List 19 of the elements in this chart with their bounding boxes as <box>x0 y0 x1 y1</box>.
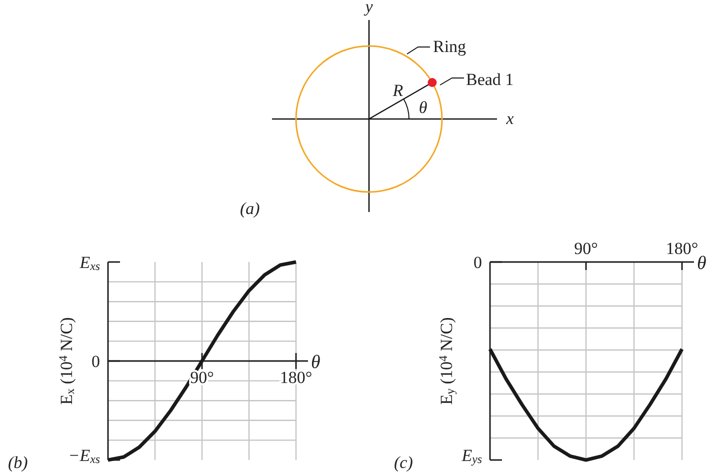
text: 0 <box>474 253 482 272</box>
text: (b) <box>8 453 28 472</box>
x-axis-title: θ <box>697 253 706 274</box>
x-tick-label: 180° <box>280 368 312 387</box>
text: 0 <box>92 352 100 371</box>
text: θ <box>418 98 428 117</box>
text: x <box>505 109 514 128</box>
x-tick-label: 90° <box>574 239 598 258</box>
text: R <box>392 81 404 100</box>
text: E$_{ys}$ <box>460 446 482 466</box>
text: Bead 1 <box>466 70 514 89</box>
x-tick-label: 180° <box>666 239 698 258</box>
text: Ring <box>433 37 467 56</box>
x-axis-title: θ <box>311 352 320 373</box>
text: (a) <box>240 199 260 218</box>
text: E$_{xs}$ <box>78 253 100 274</box>
text: −E$_{xs}$ <box>68 446 100 466</box>
text: (c) <box>394 453 414 472</box>
text: y <box>363 0 374 16</box>
